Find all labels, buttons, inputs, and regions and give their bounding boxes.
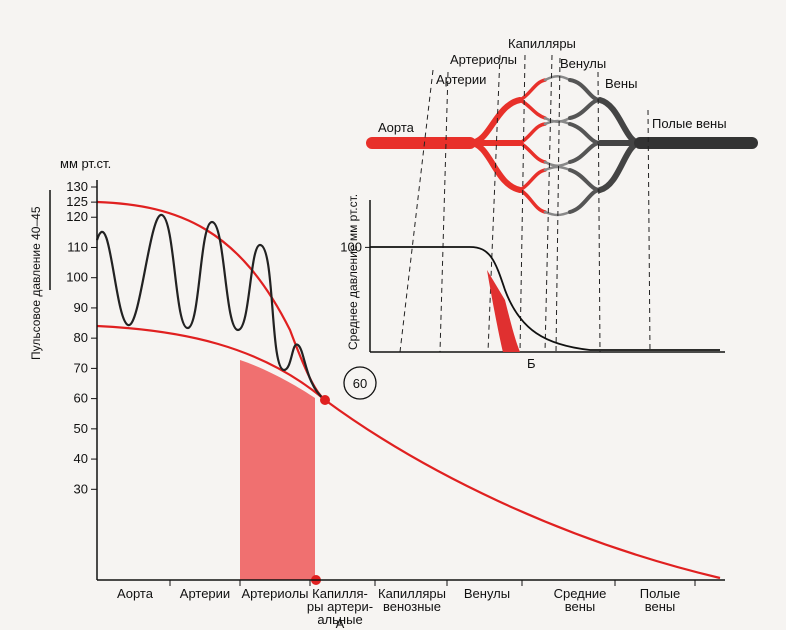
y-tick-label: 110: [67, 239, 88, 254]
vessel-label: Капилляры: [508, 36, 576, 51]
shaded-area: [240, 360, 315, 580]
x-tick-label-line: Артерии: [180, 586, 230, 601]
x-tick-label: Венулы: [464, 586, 510, 601]
background: [0, 0, 786, 630]
vessel-label: Аорта: [378, 120, 415, 135]
x-tick-label-line: Аорта: [117, 586, 154, 601]
y-tick-label: 90: [74, 300, 88, 315]
vessel-label: Полые вены: [652, 116, 727, 131]
vessel-label: Артериолы: [450, 52, 517, 67]
y-tick-label: 80: [74, 330, 88, 345]
y-tick-label: 100: [66, 270, 88, 285]
y-tick-label: 130: [66, 179, 88, 194]
y-tick-label: 30: [74, 481, 88, 496]
y-tick-label: 40: [74, 451, 88, 466]
vessel-label: Артерии: [436, 72, 486, 87]
y-tick-label: 70: [74, 360, 88, 375]
vessel-label: Вены: [605, 76, 637, 91]
marker-label: 60: [353, 376, 367, 391]
x-tick-label: Аорта: [117, 586, 154, 601]
y-tick-label: 125: [66, 194, 88, 209]
y-tick-label: 60: [74, 391, 88, 406]
x-tick-label-line: альные: [317, 612, 362, 627]
x-tick-label-line: Артериолы: [241, 586, 308, 601]
x-tick-label-line: венозные: [383, 599, 441, 614]
x-tick-label: Артерии: [180, 586, 230, 601]
y-tick-label: 120: [66, 209, 88, 224]
figure: Аорта Артерии Артериолы Капилляры Венулы…: [0, 0, 786, 630]
point: [320, 395, 330, 405]
inset-y-label: Среднее давление мм рт.ст.: [346, 194, 360, 350]
panel-label: Б: [527, 356, 536, 371]
vessel-label: Венулы: [560, 56, 606, 71]
x-tick-label-line: вены: [645, 599, 676, 614]
y-unit: мм рт.ст.: [60, 156, 111, 171]
x-tick-label: Артериолы: [241, 586, 308, 601]
pulse-label: Пульсовое давление 40–45: [29, 206, 43, 360]
y-tick-label: 50: [74, 421, 88, 436]
x-tick-label-line: Венулы: [464, 586, 510, 601]
y-tick-label: 100: [340, 239, 362, 254]
x-tick-label-line: вены: [565, 599, 596, 614]
